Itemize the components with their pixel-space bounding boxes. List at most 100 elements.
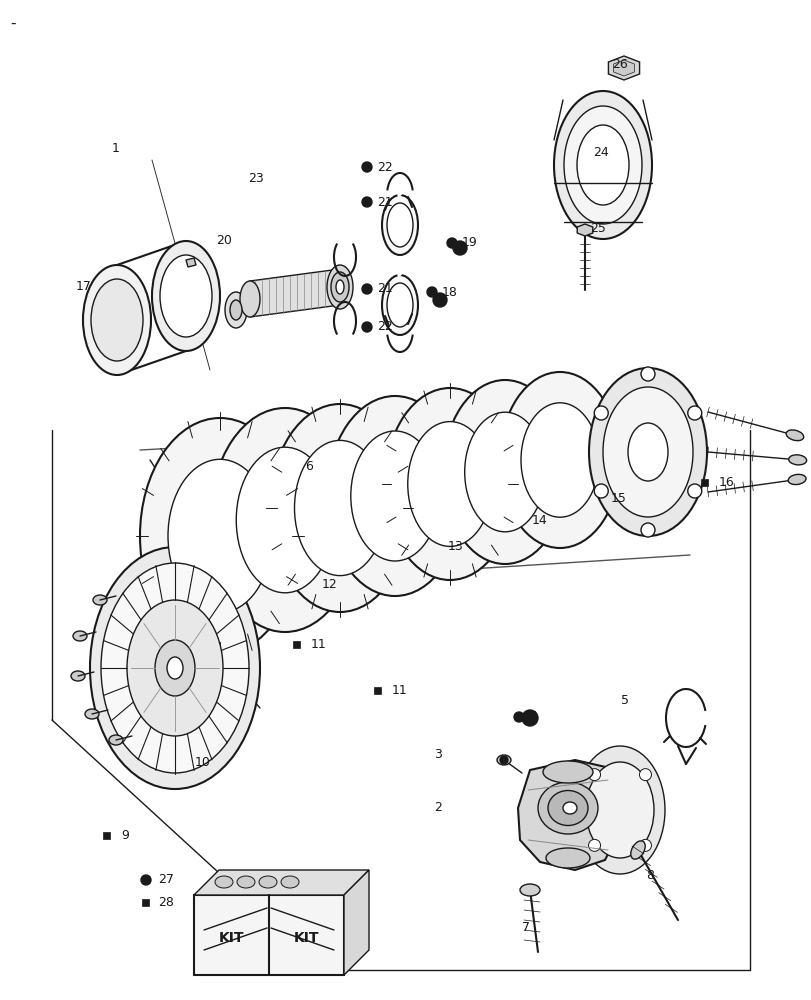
Ellipse shape <box>71 671 85 681</box>
Ellipse shape <box>562 802 577 814</box>
Text: 26: 26 <box>611 58 627 71</box>
Polygon shape <box>186 258 195 267</box>
Text: 20: 20 <box>216 233 232 246</box>
Bar <box>142 899 149 906</box>
Polygon shape <box>344 870 368 975</box>
Text: 28: 28 <box>158 896 174 909</box>
Text: 4: 4 <box>528 710 536 724</box>
Text: 1: 1 <box>112 142 120 155</box>
Ellipse shape <box>521 403 599 517</box>
Ellipse shape <box>627 423 667 481</box>
Ellipse shape <box>564 106 642 224</box>
Circle shape <box>513 712 523 722</box>
Circle shape <box>362 284 371 294</box>
Ellipse shape <box>167 657 182 679</box>
Circle shape <box>588 839 600 851</box>
Circle shape <box>453 241 466 255</box>
Bar <box>194 895 344 975</box>
Circle shape <box>362 322 371 332</box>
Ellipse shape <box>603 387 692 517</box>
Circle shape <box>141 875 151 885</box>
Text: 16: 16 <box>718 476 734 488</box>
Text: 22: 22 <box>376 161 393 174</box>
Ellipse shape <box>73 631 87 641</box>
Ellipse shape <box>225 292 247 328</box>
Text: 3: 3 <box>433 748 441 762</box>
Ellipse shape <box>240 281 260 317</box>
Ellipse shape <box>83 265 151 375</box>
Ellipse shape <box>381 275 418 335</box>
Ellipse shape <box>787 474 805 485</box>
Text: 12: 12 <box>322 578 337 590</box>
Circle shape <box>640 523 654 537</box>
Text: KIT: KIT <box>218 931 244 945</box>
Ellipse shape <box>545 848 590 868</box>
Circle shape <box>500 756 508 764</box>
Ellipse shape <box>336 280 344 294</box>
Ellipse shape <box>270 404 410 612</box>
Ellipse shape <box>90 547 260 789</box>
Text: 17: 17 <box>76 280 92 294</box>
Ellipse shape <box>155 640 195 696</box>
Text: 21: 21 <box>376 282 393 296</box>
Ellipse shape <box>215 876 233 888</box>
Text: 9: 9 <box>121 829 129 842</box>
Ellipse shape <box>294 440 385 576</box>
Ellipse shape <box>127 600 223 736</box>
Ellipse shape <box>237 876 255 888</box>
Circle shape <box>594 406 607 420</box>
Bar <box>701 479 708 486</box>
Text: 11: 11 <box>311 638 326 650</box>
Ellipse shape <box>785 430 803 441</box>
Ellipse shape <box>281 876 298 888</box>
Polygon shape <box>250 269 340 317</box>
Text: 15: 15 <box>610 492 626 506</box>
Ellipse shape <box>464 412 545 532</box>
Ellipse shape <box>387 283 413 327</box>
Polygon shape <box>607 56 639 80</box>
Bar <box>103 832 110 839</box>
Text: 19: 19 <box>461 236 477 249</box>
Circle shape <box>594 484 607 498</box>
Text: 22: 22 <box>376 320 393 334</box>
Ellipse shape <box>500 372 620 548</box>
Text: KIT: KIT <box>294 931 319 945</box>
Text: 14: 14 <box>531 514 547 528</box>
Ellipse shape <box>407 422 491 546</box>
Ellipse shape <box>139 418 299 654</box>
Ellipse shape <box>381 195 418 255</box>
Text: 18: 18 <box>441 286 457 298</box>
Text: 11: 11 <box>392 684 407 696</box>
Ellipse shape <box>160 255 212 337</box>
Ellipse shape <box>331 272 349 302</box>
Ellipse shape <box>259 876 277 888</box>
Text: 2: 2 <box>433 801 441 814</box>
Polygon shape <box>194 870 368 895</box>
Ellipse shape <box>588 368 706 536</box>
Text: 8: 8 <box>646 869 653 882</box>
Text: 23: 23 <box>247 172 264 185</box>
Circle shape <box>640 367 654 381</box>
Ellipse shape <box>787 455 805 465</box>
Ellipse shape <box>384 388 514 580</box>
Circle shape <box>687 484 701 498</box>
Text: 10: 10 <box>195 756 211 768</box>
Text: 6: 6 <box>305 460 312 474</box>
Circle shape <box>687 406 701 420</box>
Ellipse shape <box>543 761 592 783</box>
Circle shape <box>521 710 538 726</box>
Ellipse shape <box>236 447 333 593</box>
Text: 24: 24 <box>592 146 608 159</box>
Bar <box>293 641 300 648</box>
Circle shape <box>446 238 457 248</box>
Circle shape <box>362 162 371 172</box>
Ellipse shape <box>85 709 99 719</box>
Ellipse shape <box>350 431 439 561</box>
Ellipse shape <box>577 125 629 205</box>
Text: 25: 25 <box>590 222 605 234</box>
Circle shape <box>432 293 446 307</box>
Ellipse shape <box>519 884 539 896</box>
Circle shape <box>427 287 436 297</box>
Ellipse shape <box>630 841 645 859</box>
Text: 7: 7 <box>521 921 530 934</box>
